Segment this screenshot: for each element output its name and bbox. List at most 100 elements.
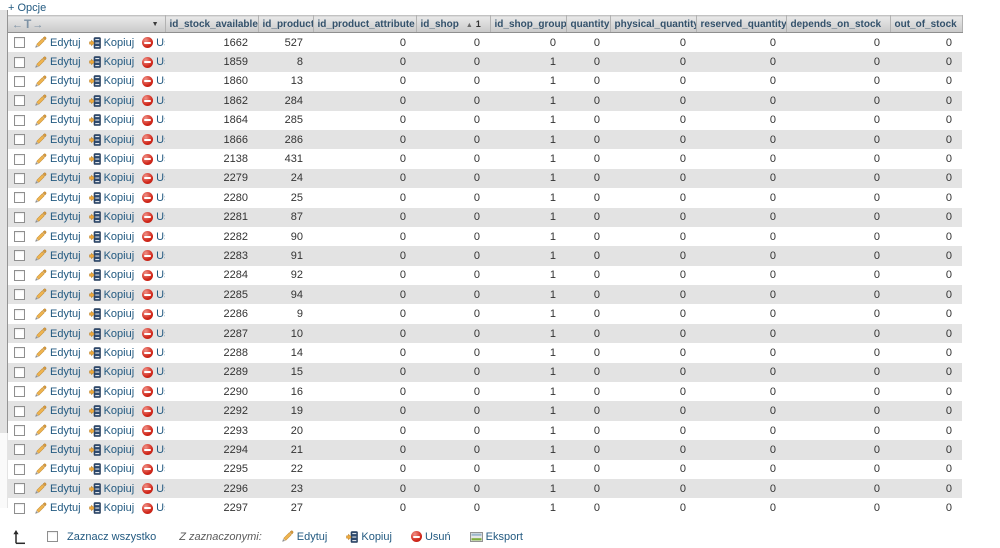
- copy-row-link[interactable]: Kopiuj: [88, 386, 134, 398]
- copy-row-link[interactable]: Kopiuj: [88, 366, 134, 378]
- edit-row-link[interactable]: Edytuj: [34, 36, 81, 49]
- copy-link-label[interactable]: Kopiuj: [103, 346, 135, 359]
- cell-out_of_stock[interactable]: 0: [945, 288, 952, 301]
- cell-reserved_quantity[interactable]: 0: [769, 172, 776, 185]
- cell-depends_on_stock[interactable]: 0: [873, 211, 880, 224]
- cell-id_product_attribute[interactable]: 0: [399, 269, 406, 282]
- cell-id_shop[interactable]: 0: [473, 211, 480, 224]
- cell-id_product_attribute[interactable]: 0: [399, 463, 406, 476]
- copy-icon[interactable]: [88, 114, 101, 127]
- cell-depends_on_stock[interactable]: 0: [873, 463, 880, 476]
- cell-physical_quantity[interactable]: 0: [679, 269, 686, 282]
- cell-physical_quantity[interactable]: 0: [679, 211, 686, 224]
- cell-id_shop_group[interactable]: 1: [549, 405, 556, 418]
- cell-id_product[interactable]: 23: [290, 482, 303, 495]
- cell-id_product[interactable]: 27: [290, 502, 303, 515]
- cell-reserved_quantity[interactable]: 0: [769, 482, 776, 495]
- row-checkbox[interactable]: [14, 75, 25, 87]
- copy-row-link[interactable]: Kopiuj: [88, 231, 134, 243]
- cell-depends_on_stock[interactable]: 0: [873, 75, 880, 88]
- cell-id_product_attribute[interactable]: 0: [399, 75, 406, 88]
- cell-depends_on_stock[interactable]: 0: [873, 230, 880, 243]
- cell-id_product_attribute[interactable]: 0: [399, 327, 406, 340]
- copy-link-label[interactable]: Kopiuj: [103, 463, 135, 476]
- delete-row-link[interactable]: Usuń: [142, 114, 165, 126]
- cell-id_product[interactable]: 527: [284, 36, 303, 49]
- cell-quantity[interactable]: 0: [593, 424, 600, 437]
- cell-id_shop[interactable]: 0: [473, 346, 480, 359]
- copy-icon[interactable]: [88, 192, 101, 204]
- delete-row-link[interactable]: Usuń: [142, 231, 165, 243]
- cell-out_of_stock[interactable]: 0: [945, 75, 952, 88]
- column-header-reserved_quantity[interactable]: reserved_quantity: [695, 15, 787, 33]
- cell-id_stock_available[interactable]: 2138: [223, 153, 248, 166]
- delete-row-link[interactable]: Usuń: [142, 95, 165, 107]
- delete-icon[interactable]: [142, 134, 154, 146]
- copy-icon[interactable]: [88, 250, 101, 262]
- delete-icon[interactable]: [142, 192, 154, 204]
- delete-row-link[interactable]: Usuń: [142, 289, 165, 301]
- delete-row-link[interactable]: Usuń: [142, 56, 165, 68]
- copy-row-link[interactable]: Kopiuj: [88, 37, 134, 49]
- cell-depends_on_stock[interactable]: 0: [873, 191, 880, 204]
- copy-link-label[interactable]: Kopiuj: [103, 114, 135, 127]
- cell-id_product[interactable]: 87: [290, 211, 303, 224]
- edit-link-label[interactable]: Edytuj: [50, 75, 81, 88]
- copy-link-label[interactable]: Kopiuj: [103, 153, 135, 166]
- edit-link-label[interactable]: Edytuj: [50, 36, 81, 49]
- cell-id_shop_group[interactable]: 1: [549, 211, 556, 224]
- bulk-edit-link[interactable]: Edytuj: [281, 530, 327, 543]
- cell-out_of_stock[interactable]: 0: [945, 366, 952, 379]
- cell-id_product[interactable]: 9: [296, 308, 303, 321]
- copy-link-label[interactable]: Kopiuj: [103, 502, 135, 515]
- cell-reserved_quantity[interactable]: 0: [769, 56, 776, 69]
- cell-id_shop_group[interactable]: 1: [549, 75, 556, 88]
- delete-icon[interactable]: [142, 95, 154, 107]
- cell-id_shop_group[interactable]: 1: [549, 288, 556, 301]
- cell-id_product_attribute[interactable]: 0: [399, 230, 406, 243]
- cell-id_shop[interactable]: 0: [473, 308, 480, 321]
- column-header-id_product[interactable]: id_product: [257, 15, 314, 33]
- cell-id_product[interactable]: 285: [284, 114, 303, 127]
- cell-reserved_quantity[interactable]: 0: [769, 75, 776, 88]
- cell-physical_quantity[interactable]: 0: [679, 172, 686, 185]
- cell-quantity[interactable]: 0: [593, 153, 600, 166]
- cell-physical_quantity[interactable]: 0: [679, 230, 686, 243]
- cell-id_product_attribute[interactable]: 0: [399, 308, 406, 321]
- copy-link-label[interactable]: Kopiuj: [103, 482, 135, 495]
- cell-physical_quantity[interactable]: 0: [679, 133, 686, 146]
- cell-reserved_quantity[interactable]: 0: [769, 230, 776, 243]
- bulk-delete-label[interactable]: Usuń: [424, 530, 451, 543]
- cell-physical_quantity[interactable]: 0: [679, 153, 686, 166]
- pencil-icon[interactable]: [34, 424, 47, 437]
- pencil-icon[interactable]: [34, 327, 47, 340]
- copy-row-link[interactable]: Kopiuj: [88, 502, 135, 515]
- pencil-icon[interactable]: [34, 153, 47, 166]
- cell-id_shop[interactable]: 0: [473, 133, 480, 146]
- left-scrollbar-thumb[interactable]: [0, 10, 8, 433]
- copy-row-link[interactable]: Kopiuj: [88, 153, 135, 166]
- copy-link-label[interactable]: Kopiuj: [103, 424, 135, 437]
- cell-id_product[interactable]: 16: [290, 385, 303, 398]
- cell-id_shop_group[interactable]: 1: [549, 346, 556, 359]
- edit-link-label[interactable]: Edytuj: [50, 94, 81, 107]
- delete-icon[interactable]: [142, 231, 154, 243]
- cell-id_shop_group[interactable]: 1: [549, 502, 556, 515]
- edit-link-label[interactable]: Edytuj: [50, 249, 81, 262]
- cell-id_shop_group[interactable]: 1: [549, 366, 556, 379]
- cell-id_product_attribute[interactable]: 0: [399, 153, 406, 166]
- cell-out_of_stock[interactable]: 0: [945, 502, 952, 515]
- cell-physical_quantity[interactable]: 0: [679, 385, 686, 398]
- cell-reserved_quantity[interactable]: 0: [769, 366, 776, 379]
- cell-depends_on_stock[interactable]: 0: [873, 94, 880, 107]
- cell-id_product[interactable]: 15: [290, 366, 303, 379]
- edit-link-label[interactable]: Edytuj: [50, 327, 81, 340]
- pencil-icon[interactable]: [34, 482, 47, 495]
- delete-row-link[interactable]: Usuń: [142, 405, 165, 417]
- edit-link-label[interactable]: Edytuj: [50, 133, 81, 146]
- pencil-icon[interactable]: [34, 366, 47, 379]
- cell-id_product_attribute[interactable]: 0: [399, 502, 406, 515]
- pencil-icon[interactable]: [34, 443, 47, 456]
- cell-out_of_stock[interactable]: 0: [945, 191, 952, 204]
- cell-out_of_stock[interactable]: 0: [945, 172, 952, 185]
